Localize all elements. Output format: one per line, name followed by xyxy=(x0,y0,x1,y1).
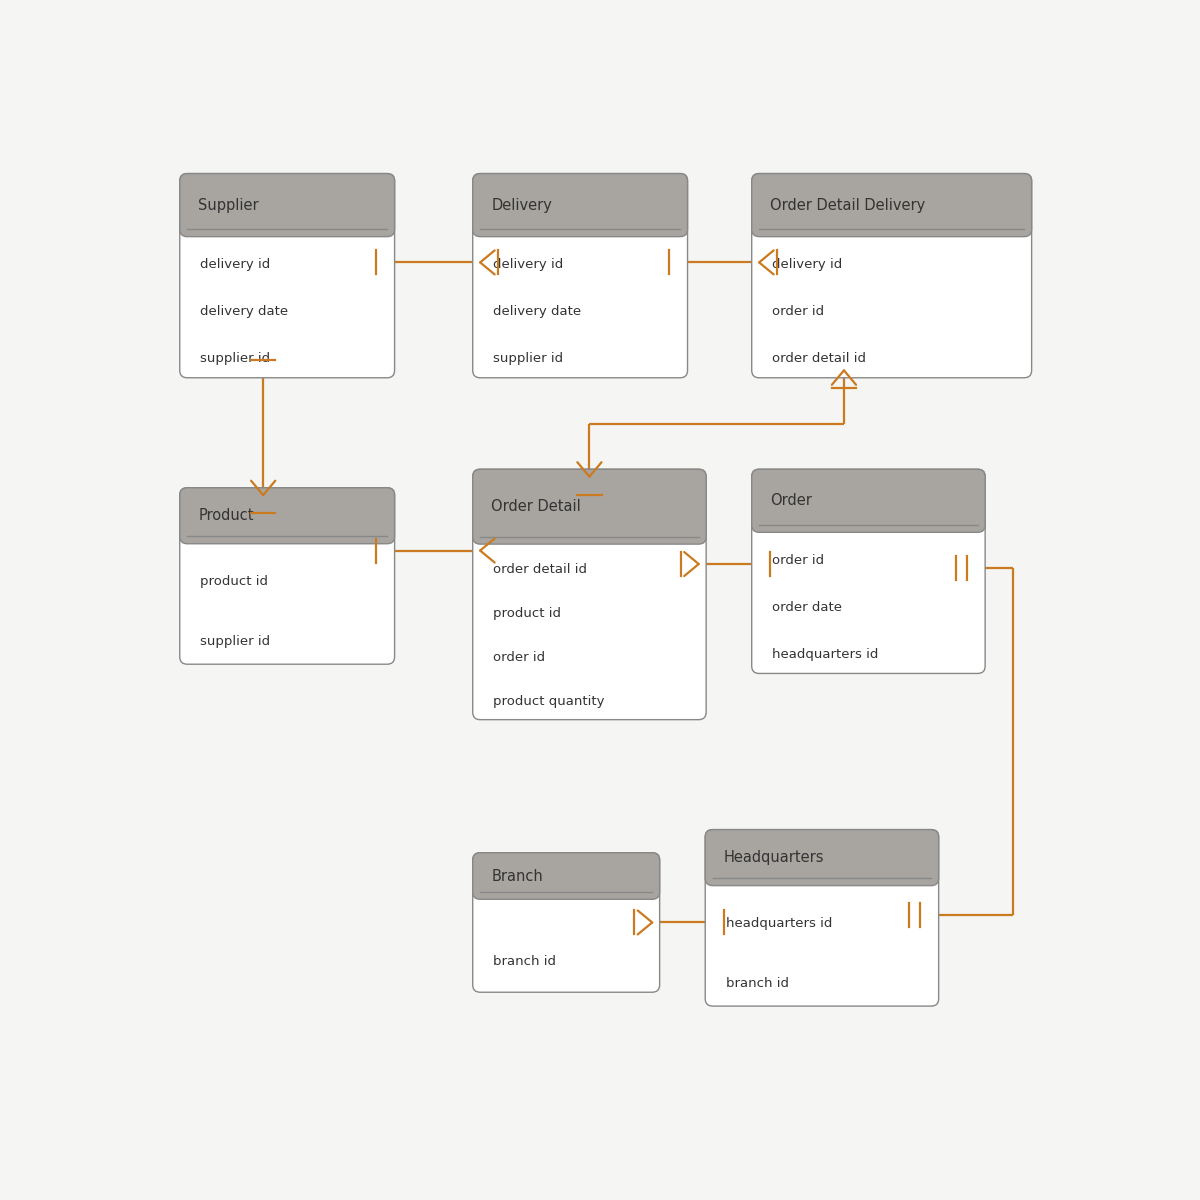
FancyBboxPatch shape xyxy=(180,487,395,665)
FancyBboxPatch shape xyxy=(751,469,985,673)
Text: delivery date: delivery date xyxy=(200,305,288,318)
Text: delivery id: delivery id xyxy=(493,258,564,271)
Text: order detail id: order detail id xyxy=(772,352,866,365)
Text: delivery id: delivery id xyxy=(200,258,270,271)
Text: supplier id: supplier id xyxy=(493,352,563,365)
Text: product quantity: product quantity xyxy=(493,695,605,708)
Text: headquarters id: headquarters id xyxy=(726,917,832,930)
FancyBboxPatch shape xyxy=(751,469,985,533)
Bar xyxy=(190,517,385,536)
FancyBboxPatch shape xyxy=(473,469,706,544)
FancyBboxPatch shape xyxy=(180,487,395,544)
Bar xyxy=(482,877,650,892)
Bar xyxy=(761,503,976,524)
Text: branch id: branch id xyxy=(493,955,556,968)
FancyBboxPatch shape xyxy=(473,469,706,720)
FancyBboxPatch shape xyxy=(473,853,660,899)
FancyBboxPatch shape xyxy=(751,174,1032,378)
FancyBboxPatch shape xyxy=(473,853,660,992)
Text: Delivery: Delivery xyxy=(491,198,552,212)
Text: order detail id: order detail id xyxy=(493,563,587,576)
Text: supplier id: supplier id xyxy=(200,635,270,648)
Text: order id: order id xyxy=(772,553,824,566)
Text: supplier id: supplier id xyxy=(200,352,270,365)
Text: order date: order date xyxy=(772,601,842,613)
FancyBboxPatch shape xyxy=(473,174,688,378)
FancyBboxPatch shape xyxy=(180,174,395,236)
Text: product id: product id xyxy=(493,607,562,620)
Bar xyxy=(482,208,678,229)
Text: order id: order id xyxy=(772,305,824,318)
Text: headquarters id: headquarters id xyxy=(772,648,878,661)
Text: Headquarters: Headquarters xyxy=(724,850,824,865)
Text: Order Detail Delivery: Order Detail Delivery xyxy=(770,198,925,212)
Bar xyxy=(482,510,697,536)
Text: Order Detail: Order Detail xyxy=(491,499,581,514)
Text: Branch: Branch xyxy=(491,869,544,883)
Text: delivery id: delivery id xyxy=(772,258,842,271)
Bar xyxy=(714,859,929,878)
FancyBboxPatch shape xyxy=(180,174,395,378)
Text: delivery date: delivery date xyxy=(493,305,581,318)
FancyBboxPatch shape xyxy=(706,829,938,886)
Text: Order: Order xyxy=(770,493,812,509)
Bar xyxy=(190,208,385,229)
Text: Supplier: Supplier xyxy=(198,198,259,212)
Text: branch id: branch id xyxy=(726,977,788,990)
Text: Product: Product xyxy=(198,509,254,523)
Text: order id: order id xyxy=(493,650,545,664)
FancyBboxPatch shape xyxy=(751,174,1032,236)
FancyBboxPatch shape xyxy=(473,174,688,236)
Text: product id: product id xyxy=(200,575,269,588)
Bar xyxy=(761,208,1022,229)
FancyBboxPatch shape xyxy=(706,829,938,1006)
